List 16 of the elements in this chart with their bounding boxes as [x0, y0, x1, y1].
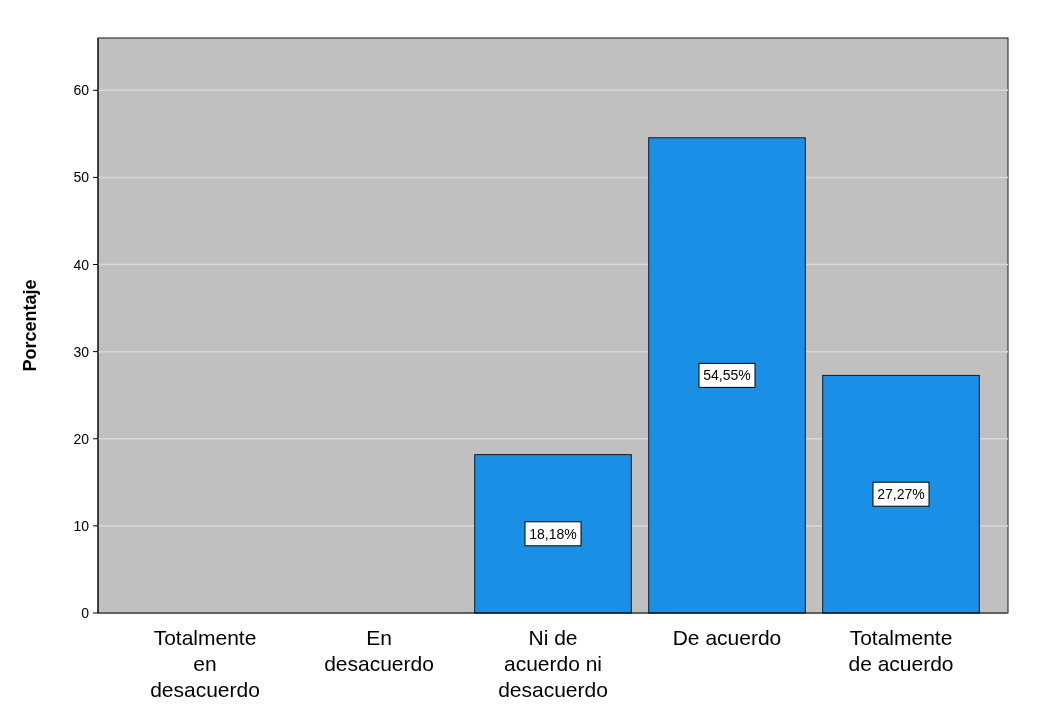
y-tick-label: 30: [73, 343, 90, 360]
data-label: 18,18%: [529, 525, 577, 542]
x-tick-label: De acuerdo: [672, 626, 782, 649]
x-tick-label: En desacuerdo: [324, 626, 434, 675]
y-tick-label: 60: [73, 82, 90, 99]
y-tick-label: 40: [73, 256, 90, 273]
y-axis-title: Porcentaje: [20, 279, 40, 372]
data-label: 27,27%: [877, 486, 925, 503]
y-tick-label: 0: [81, 605, 90, 621]
x-tick-label: Ni de acuerdo ni desacuerdo: [498, 626, 608, 701]
y-tick-label: 10: [73, 517, 90, 534]
x-tick-label: Totalmente de acuerdo: [848, 626, 954, 675]
y-tick-label: 50: [73, 169, 90, 186]
x-tick-label: Totalmente en desacuerdo: [150, 626, 260, 701]
y-tick-label: 20: [73, 430, 90, 447]
data-label: 54,55%: [703, 367, 751, 384]
